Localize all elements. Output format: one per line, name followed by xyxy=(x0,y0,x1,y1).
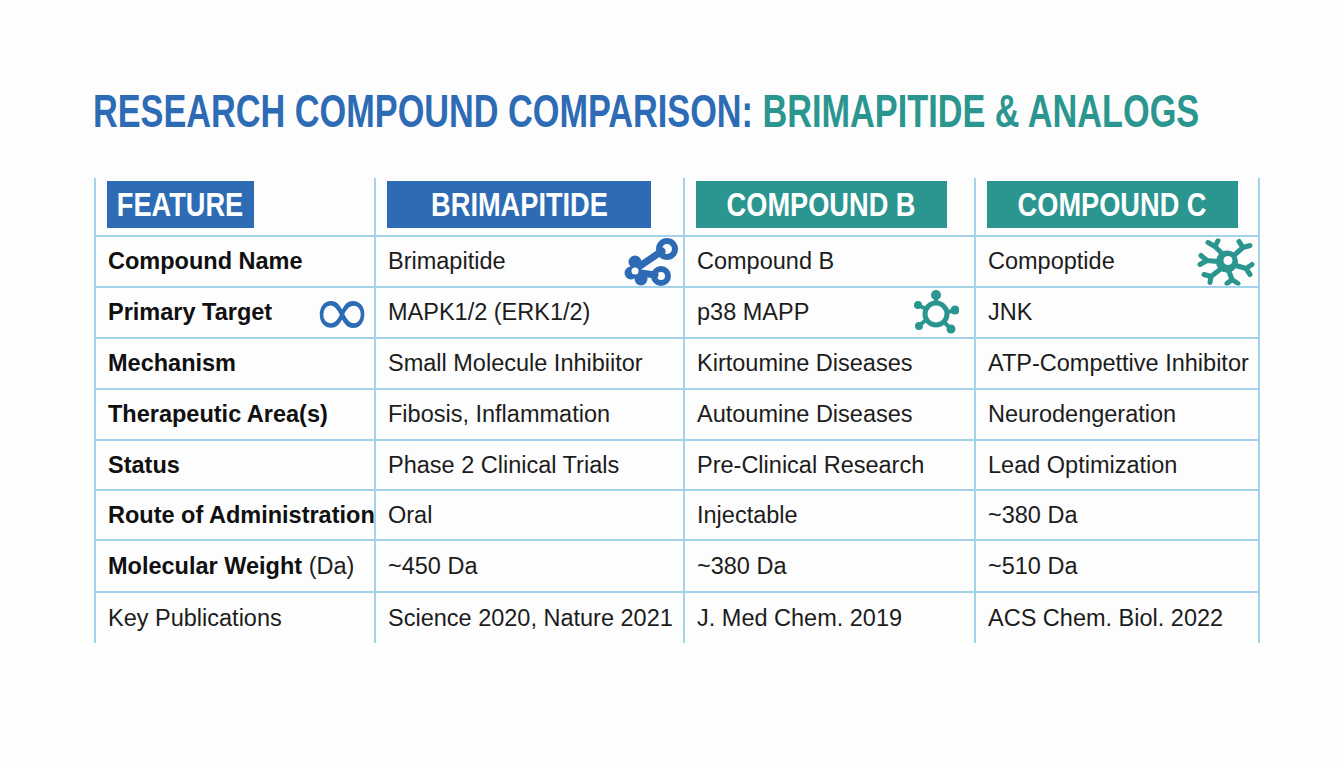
value-cell: ~380 Da xyxy=(683,541,974,593)
comparison-table: FEATURE BRIMAPITIDE COMPOUND B COMPOUND … xyxy=(94,178,1260,643)
feature-cell: Status xyxy=(94,441,374,491)
value-cell: J. Med Chem. 2019 xyxy=(683,593,974,643)
value-cell: JNK xyxy=(974,288,1260,339)
ring-molecule-icon xyxy=(913,290,959,336)
value-cell: Science 2020, Nature 2021 xyxy=(374,593,683,643)
feature-cell: Molecular Weight (Da) xyxy=(94,541,374,593)
header-badge-compound-b: COMPOUND B xyxy=(696,181,947,228)
value-cell: ~450 Da xyxy=(374,541,683,593)
value-cell: ~510 Da xyxy=(974,541,1260,593)
feature-cell: Primary Target∞ xyxy=(94,288,374,339)
value-cell: p38 MAPP xyxy=(683,288,974,339)
feature-cell: Therapeutic Area(s) xyxy=(94,390,374,441)
header-badge-compound-c: COMPOUND C xyxy=(987,181,1238,228)
value-cell: Small Molecule Inhibiitor xyxy=(374,339,683,390)
value-cell: ACS Chem. Biol. 2022 xyxy=(974,593,1260,643)
value-cell: Fibosis, Inflammation xyxy=(374,390,683,441)
value-cell: ATP-Compettive Inhibitor xyxy=(974,339,1260,390)
header-badge-feature: FEATURE xyxy=(107,181,254,228)
value-cell: Pre-Clinical Research xyxy=(683,441,974,491)
neuron-icon xyxy=(1197,238,1257,285)
infinity-loops-icon: ∞ xyxy=(312,274,372,346)
value-cell: Neurodengeration xyxy=(974,390,1260,441)
molecule-icon xyxy=(623,238,679,286)
value-cell: Brimapitide xyxy=(374,237,683,288)
value-cell: Phase 2 Clinical Trials xyxy=(374,441,683,491)
header-badge-brimapitide: BRIMAPITIDE xyxy=(387,181,651,228)
header-cell-feature: FEATURE xyxy=(94,178,374,237)
value-cell: Compound B xyxy=(683,237,974,288)
value-cell: Autoumine Diseases xyxy=(683,390,974,441)
title-secondary: BRIMAPITIDE & ANALOGS xyxy=(753,85,1199,137)
value-cell: Injectable xyxy=(683,491,974,541)
page-title: RESEARCH COMPOUND COMPARISON: BRIMAPITID… xyxy=(93,88,1199,134)
header-cell-brimapitide: BRIMAPITIDE xyxy=(374,178,683,237)
header-cell-compound-b: COMPOUND B xyxy=(683,178,974,237)
header-cell-compound-c: COMPOUND C xyxy=(974,178,1260,237)
value-cell: MAPK1/2 (ERK1/2) xyxy=(374,288,683,339)
title-primary: RESEARCH COMPOUND COMPARISON: xyxy=(93,85,753,137)
value-cell: ~380 Da xyxy=(974,491,1260,541)
feature-cell: Mechanism xyxy=(94,339,374,390)
feature-cell: Key Publications xyxy=(94,593,374,643)
value-cell: Lead Optimization xyxy=(974,441,1260,491)
page: RESEARCH COMPOUND COMPARISON: BRIMAPITID… xyxy=(0,0,1344,768)
value-cell: Kirtoumine Diseases xyxy=(683,339,974,390)
value-cell: Oral xyxy=(374,491,683,541)
value-cell: Compoptide xyxy=(974,237,1260,288)
feature-cell: Route of Administration xyxy=(94,491,374,541)
